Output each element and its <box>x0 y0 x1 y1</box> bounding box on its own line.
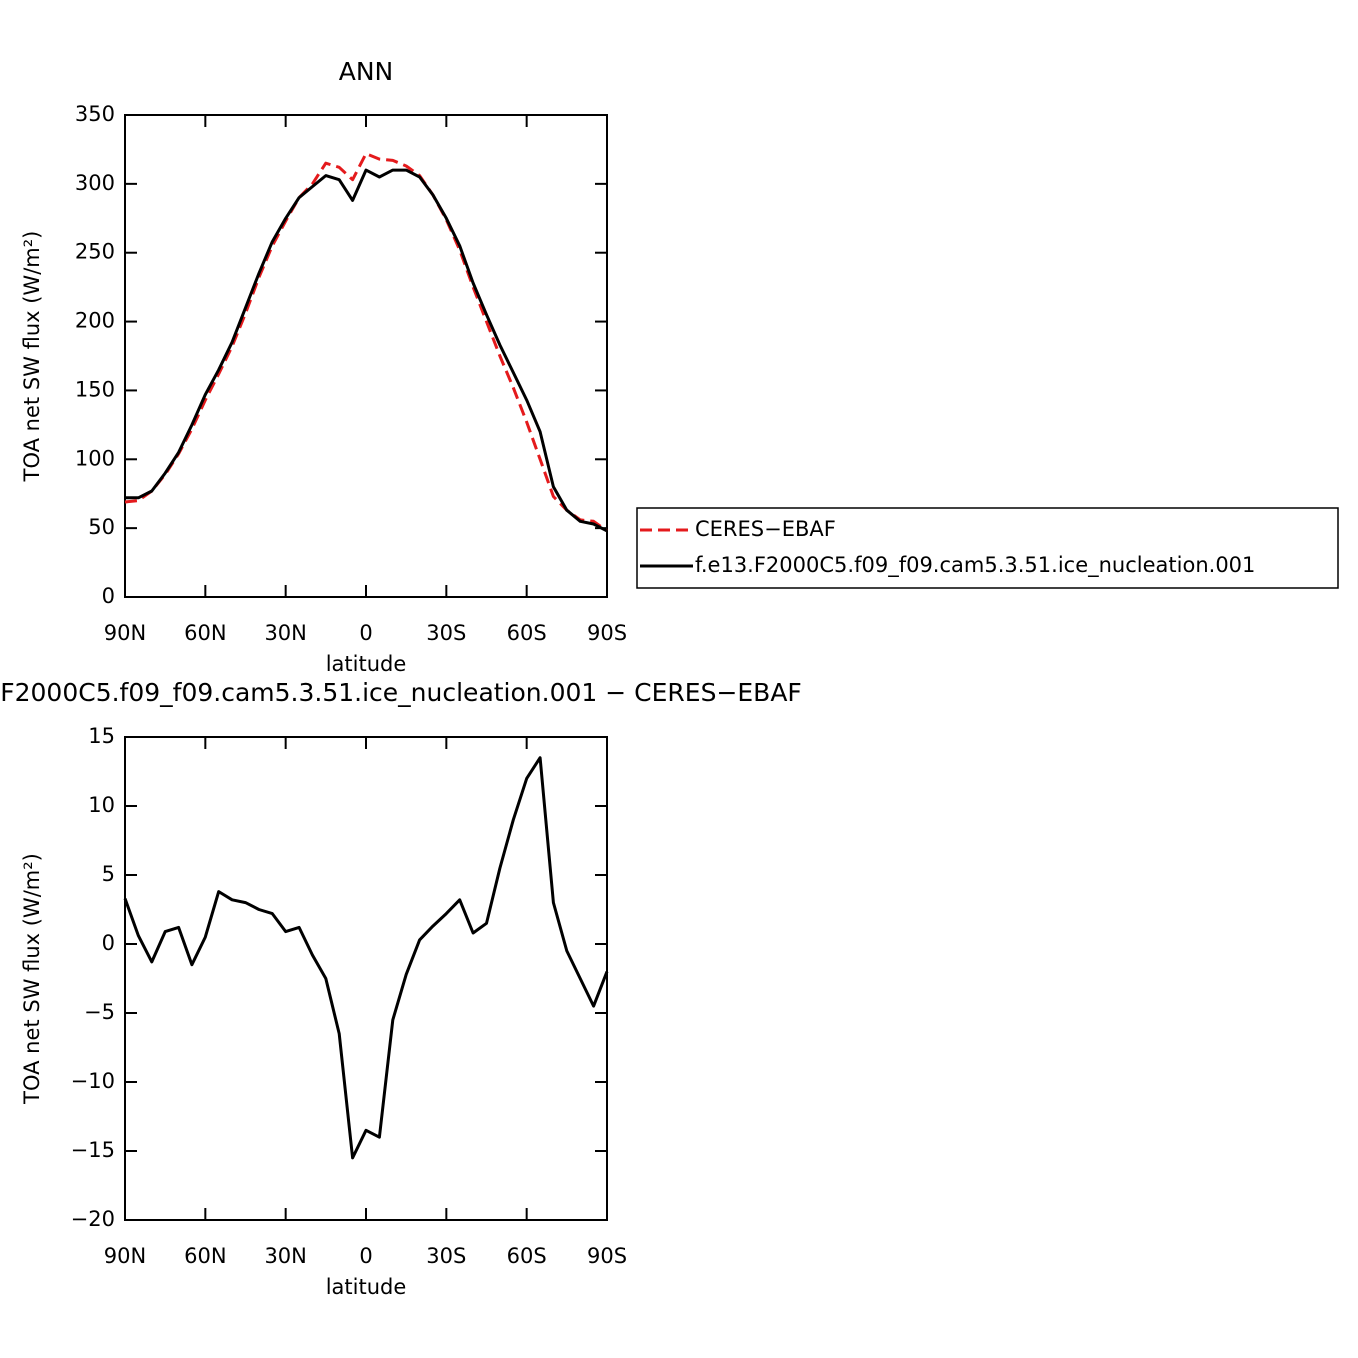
plot-frame <box>124 114 608 598</box>
x-tick-label: 90S <box>587 621 627 645</box>
x-axis-label: latitude <box>326 1275 407 1299</box>
legend-label: f.e13.F2000C5.f09_f09.cam5.3.51.ice_nucl… <box>695 553 1255 578</box>
y-axis-label: TOA net SW flux (W/m²) <box>20 853 44 1105</box>
legend-box <box>636 507 1339 589</box>
y-tick-label: 150 <box>75 377 115 401</box>
x-tick-label: 30S <box>426 621 466 645</box>
y-tick-label: −20 <box>71 1207 115 1231</box>
y-tick-label: −10 <box>71 1069 115 1093</box>
x-tick-label: 90N <box>104 1244 146 1268</box>
x-tick-label: 0 <box>359 1244 372 1268</box>
y-tick-label: 250 <box>75 240 115 264</box>
y-axis-label: TOA net SW flux (W/m²) <box>20 231 44 483</box>
data-line <box>123 756 609 1160</box>
x-tick-label: 90N <box>104 621 146 645</box>
y-tick-label: 300 <box>75 171 115 195</box>
y-tick-label: 0 <box>102 584 115 608</box>
x-tick-label: 90S <box>587 1244 627 1268</box>
x-tick-label: 30N <box>264 621 306 645</box>
y-tick-label: 100 <box>75 446 115 470</box>
x-tick-label: 0 <box>359 621 372 645</box>
x-tick-label: 30N <box>264 1244 306 1268</box>
chart-title: f.e13.F2000C5.f09_f09.cam5.3.51.ice_nucl… <box>0 678 802 707</box>
y-tick-label: −5 <box>84 1000 115 1024</box>
y-tick-label: −15 <box>71 1138 115 1162</box>
y-tick-label: 10 <box>88 793 115 817</box>
x-tick-label: 30S <box>426 1244 466 1268</box>
x-tick-label: 60N <box>184 1244 226 1268</box>
y-tick-label: 15 <box>88 724 115 748</box>
chart-title: ANN <box>339 57 394 86</box>
y-tick-label: 200 <box>75 309 115 333</box>
y-tick-label: 5 <box>102 862 115 886</box>
x-tick-label: 60N <box>184 621 226 645</box>
y-tick-label: 50 <box>88 515 115 539</box>
legend-label: CERES−EBAF <box>695 517 836 541</box>
x-tick-label: 60S <box>507 1244 547 1268</box>
y-tick-label: 350 <box>75 102 115 126</box>
plot-frame <box>124 736 608 1221</box>
x-axis-label: latitude <box>326 652 407 676</box>
data-line <box>125 168 608 533</box>
x-tick-label: 60S <box>507 621 547 645</box>
y-tick-label: 0 <box>102 931 115 955</box>
data-line <box>124 152 608 533</box>
